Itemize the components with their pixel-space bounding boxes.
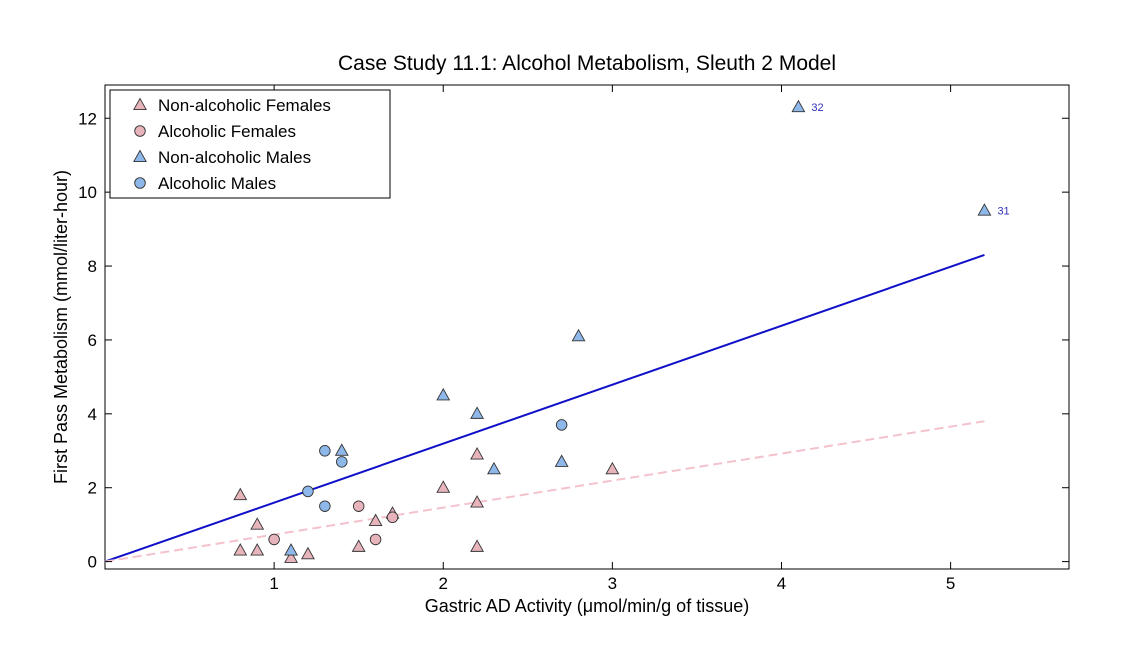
legend-marker [133, 97, 147, 111]
non-alcoholic-females-point [470, 447, 485, 460]
alcoholic-males-point [336, 456, 348, 468]
x-axis-ticks: 1 2 3 4 5 [269, 85, 955, 593]
y-tick-label: 6 [88, 331, 97, 350]
legend-marker [134, 125, 146, 137]
x-tick-label: 4 [777, 574, 786, 593]
non-alcoholic-females-point [470, 539, 485, 552]
alcoholic-males-point [302, 485, 314, 498]
alcoholic-females-point [369, 533, 382, 546]
legend-label: Non-alcoholic Males [158, 148, 311, 167]
alcoholic-males-point [319, 445, 331, 457]
point-annotation: 32 [811, 102, 823, 114]
alcoholic-males-point [319, 500, 331, 512]
non-alcoholic-females-point [233, 487, 248, 501]
point-annotation: 31 [997, 206, 1009, 218]
non-alcoholic-females-point [250, 517, 265, 530]
non-alcoholic-females-point [470, 495, 485, 508]
alcoholic-females-point [386, 511, 399, 524]
non-alcoholic-females-point [233, 543, 248, 556]
non-alcoholic-males-point [334, 443, 349, 456]
data-points [233, 99, 992, 563]
non-alcoholic-females-point [284, 550, 298, 563]
y-tick-label: 0 [88, 553, 97, 572]
x-axis-label: Gastric AD Activity (μmol/min/g of tissu… [425, 596, 749, 616]
chart-title: Case Study 11.1: Alcohol Metabolism, Sle… [338, 52, 836, 75]
non-alcoholic-males-point [977, 203, 992, 216]
non-alcoholic-females-point [605, 461, 620, 475]
non-alcoholic-males-point [554, 454, 569, 467]
x-tick-label: 5 [946, 574, 955, 593]
legend-box [109, 89, 391, 199]
alcoholic-males-point [555, 419, 568, 431]
non-alcoholic-males-point [284, 543, 298, 556]
legend-label: Alcoholic Males [158, 174, 276, 193]
legend: Non-alcoholic Females Alcoholic Females No… [109, 89, 391, 199]
non-alcoholic-males-point [436, 387, 451, 401]
y-tick-label: 10 [78, 183, 97, 202]
male-fit-line [104, 254, 985, 563]
x-tick-label: 1 [269, 574, 278, 593]
x-tick-label: 2 [439, 574, 448, 593]
non-alcoholic-males-point [791, 99, 806, 113]
non-alcoholic-males-point [571, 328, 586, 342]
legend-label: Non-alcoholic Females [158, 96, 331, 115]
legend-entries: Non-alcoholic Females Alcoholic Females No… [133, 96, 331, 193]
non-alcoholic-males-point [487, 461, 501, 475]
legend-label: Alcoholic Females [158, 122, 296, 141]
legend-marker [133, 149, 147, 163]
non-alcoholic-females-point [351, 539, 366, 552]
alcoholic-females-point [268, 533, 280, 546]
y-axis-label: First Pass Metabolism (mmol/liter-hour) [51, 170, 71, 484]
legend-marker [134, 177, 146, 189]
y-tick-label: 12 [78, 109, 97, 128]
female-fit-line [104, 420, 985, 563]
x-tick-label: 3 [608, 574, 617, 593]
y-tick-label: 2 [88, 479, 97, 498]
alcoholic-females-point [352, 500, 365, 512]
y-axis-ticks: 0 2 4 6 8 10 12 [78, 109, 1069, 572]
point-annotations: 32 31 [811, 102, 1009, 217]
regression-lines [104, 254, 985, 563]
non-alcoholic-females-point [301, 546, 315, 560]
non-alcoholic-females-point [250, 543, 265, 556]
non-alcoholic-females-point [436, 480, 451, 493]
non-alcoholic-males-point [470, 406, 485, 419]
non-alcoholic-females-point [368, 513, 383, 526]
y-tick-label: 8 [88, 257, 97, 276]
y-tick-label: 4 [88, 405, 97, 424]
